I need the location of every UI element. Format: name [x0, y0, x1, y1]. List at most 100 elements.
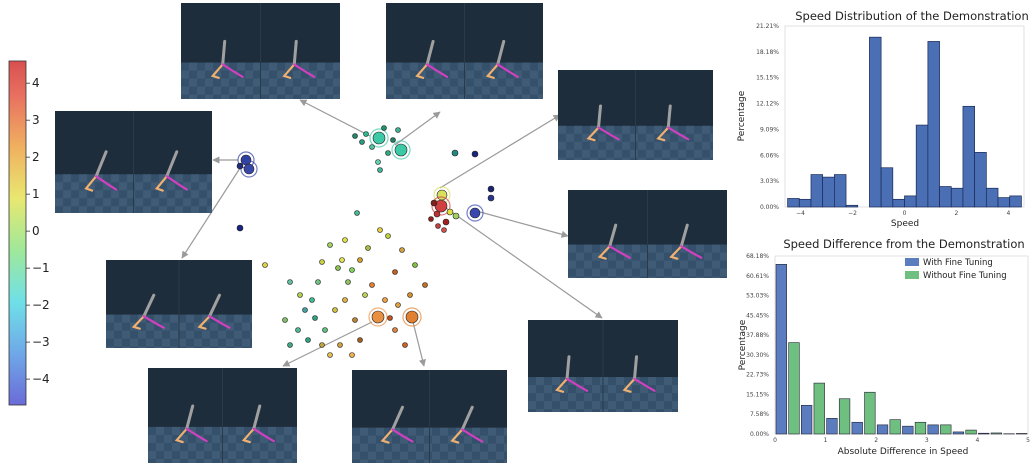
- chart1-bar: [880, 167, 894, 208]
- scatter-point: [369, 282, 375, 288]
- chart1-bar: [939, 186, 952, 208]
- chart1-ytick-label: 3.03%: [760, 178, 779, 185]
- scatter-point: [302, 307, 308, 313]
- chart1-bar: [787, 198, 800, 208]
- scatter-point: [322, 327, 328, 333]
- scatter-point: [469, 207, 481, 219]
- walker-panel: [55, 111, 212, 213]
- scatter-point-halo: [466, 204, 484, 222]
- scatter-point: [487, 194, 495, 202]
- legend-swatch-without: [905, 271, 919, 279]
- chart2-ylabel: Percentage: [738, 319, 748, 370]
- walker-figure: [174, 404, 208, 444]
- walker-panel: [386, 3, 543, 99]
- chart1-bar: [822, 176, 835, 208]
- scatter-point: [446, 208, 454, 216]
- scatter-point: [327, 352, 333, 358]
- scatter-point: [387, 315, 393, 321]
- scatter-point: [309, 297, 315, 303]
- scatter-point: [392, 327, 398, 333]
- walker-panel: [106, 260, 252, 348]
- scatter-point: [377, 167, 383, 173]
- walker-figure: [210, 39, 244, 79]
- walker-panel: [148, 368, 297, 463]
- chart2-ytick-label: 15.15%: [746, 391, 769, 398]
- chart2-xtick-label: 4: [975, 437, 979, 444]
- scatter-point: [407, 292, 413, 298]
- walker-figure: [622, 355, 656, 393]
- chart2-bar: [876, 424, 889, 435]
- scatter-point: [262, 262, 268, 268]
- chart1-bar: [798, 198, 812, 208]
- colorbar-tick-label: −3: [32, 335, 50, 349]
- colorbar-tick-label: −1: [32, 261, 50, 275]
- chart1-ytick-label: 9.09%: [760, 126, 779, 133]
- scatter-point: [377, 227, 383, 233]
- scatter-point: [305, 337, 311, 343]
- scatter-point: [371, 310, 385, 324]
- scatter-point: [315, 279, 321, 285]
- chart2-bar: [826, 418, 838, 435]
- scatter-point: [452, 212, 460, 220]
- chart1-bar: [950, 187, 964, 208]
- chart2-ytick-label: 0.00%: [750, 431, 769, 438]
- chart1-xtick-label: 4: [1006, 210, 1010, 217]
- scatter-point: [319, 259, 325, 265]
- scatter-point: [372, 131, 386, 145]
- scatter-point: [335, 265, 341, 271]
- legend-label-with: With Fine Tuning: [923, 258, 993, 268]
- walker-figure: [450, 405, 484, 444]
- scatter-point: [236, 224, 244, 232]
- scatter-point: [332, 307, 338, 313]
- chart2-bar: [775, 264, 787, 435]
- scatter-point: [349, 267, 355, 273]
- scatter-point: [395, 127, 401, 133]
- scatter-point: [369, 144, 375, 150]
- scatter-point: [352, 133, 358, 139]
- chart2-title: Speed Difference from the Demonstration: [783, 237, 1024, 251]
- scatter-point: [359, 139, 365, 145]
- scatter-point-halo: [391, 140, 411, 160]
- chart1-xtick-label: −2: [848, 210, 857, 217]
- scatter-point: [412, 262, 418, 268]
- chart1-ytick-label: 21.21%: [756, 23, 779, 30]
- scatter-point: [337, 342, 343, 348]
- walker-figure: [586, 104, 620, 142]
- scatter-point: [319, 342, 325, 348]
- scatter-point: [339, 257, 345, 263]
- scatter-point: [243, 163, 255, 175]
- chart1-bar: [915, 124, 929, 208]
- chart2-bar: [952, 431, 965, 435]
- scatter-point: [365, 245, 371, 251]
- scatter-point: [295, 327, 301, 333]
- chart2-ytick-label: 7.58%: [750, 411, 769, 418]
- chart1-ytick-label: 0.00%: [760, 204, 779, 211]
- walker-panel: [181, 3, 340, 99]
- colorbar-tick-label: 0: [32, 224, 40, 238]
- scatter-point: [362, 292, 368, 298]
- chart2-ytick-label: 30.30%: [746, 352, 769, 359]
- colorbar-tick-label: −2: [32, 298, 50, 312]
- chart1-bar: [985, 187, 999, 208]
- scatter-point: [392, 269, 398, 275]
- chart2-bar: [940, 424, 952, 435]
- walker-figure: [154, 150, 188, 192]
- chart1-ylabel: Percentage: [737, 90, 747, 141]
- speed-difference-chart: Speed Difference from the Demonstration …: [738, 237, 1030, 457]
- colorbar-tick-label: 1: [32, 187, 40, 201]
- colorbar: 4 3 2 1 0 −1 −2 −3 −4: [8, 60, 50, 406]
- chart2-ytick-label: 45.45%: [746, 312, 769, 319]
- legend-label-without: Without Fine Tuning: [923, 271, 1007, 281]
- walker-figure: [555, 355, 589, 393]
- chart1-xtick-label: −4: [796, 210, 805, 217]
- scatter-point: [430, 199, 438, 207]
- chart1-xtick-label: 2: [955, 210, 959, 217]
- scatter-point: [357, 337, 363, 343]
- chart2-ytick-label: 37.88%: [746, 332, 769, 339]
- chart2-bar: [990, 432, 1002, 435]
- scatter-point: [433, 210, 441, 218]
- scatter-point: [395, 302, 401, 308]
- colorbar-tick-label: 2: [32, 150, 40, 164]
- scatter-point-halo: [431, 196, 451, 216]
- chart2-bar: [965, 429, 977, 435]
